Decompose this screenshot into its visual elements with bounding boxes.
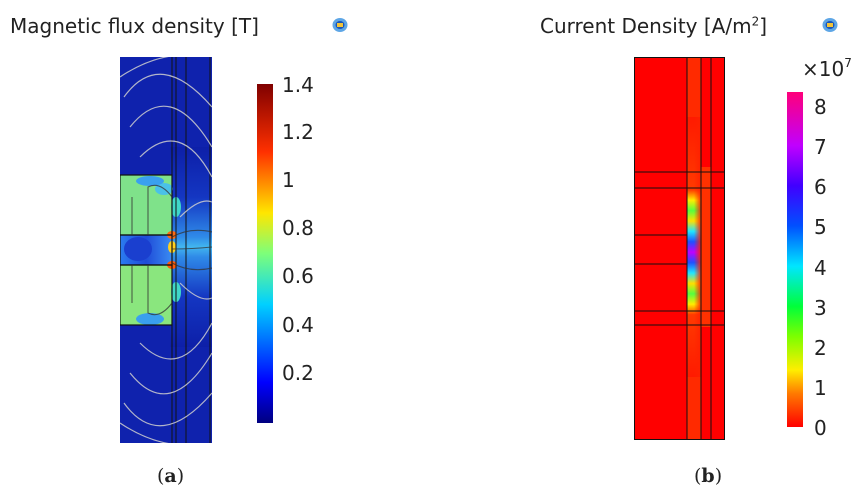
- magnetic-flux-field-plot: [120, 57, 212, 443]
- caption-a: (a): [157, 465, 185, 487]
- colorbar-tick: 4: [814, 256, 827, 280]
- panel-a-title: Magnetic flux density [T]: [10, 14, 259, 38]
- flux-colorbar: [257, 84, 273, 423]
- caption-b: (b): [694, 465, 723, 487]
- colorbar-tick: 1: [282, 168, 295, 192]
- current-density-colorbar: [787, 92, 803, 427]
- colorbar-tick: 6: [814, 175, 827, 199]
- colorbar-tick: 8: [814, 95, 827, 119]
- colorbar-tick: 7: [814, 135, 827, 159]
- comsol-logo-icon: [332, 18, 348, 32]
- comsol-logo-icon: [822, 18, 838, 32]
- colorbar-tick: 0.8: [282, 216, 314, 240]
- colorbar-tick: 0.6: [282, 264, 314, 288]
- colorbar-tick: 1.4: [282, 73, 314, 97]
- colorbar-tick: 3: [814, 296, 827, 320]
- panel-b-title: Current Density [A/m2]: [540, 14, 768, 38]
- colorbar-tick: 0.4: [282, 313, 314, 337]
- colorbar-tick: 0: [814, 416, 827, 440]
- current-density-field-plot: [634, 57, 725, 440]
- colorbar-tick: 1.2: [282, 120, 314, 144]
- panel-magnetic-flux: Magnetic flux density [T]: [0, 0, 430, 492]
- colorbar-multiplier: ×107: [802, 56, 852, 81]
- colorbar-tick: 0.2: [282, 361, 314, 385]
- colorbar-tick: 1: [814, 376, 827, 400]
- colorbar-tick: 2: [814, 336, 827, 360]
- colorbar-tick: 5: [814, 215, 827, 239]
- panel-current-density: Current Density [A/m2]: [430, 0, 863, 492]
